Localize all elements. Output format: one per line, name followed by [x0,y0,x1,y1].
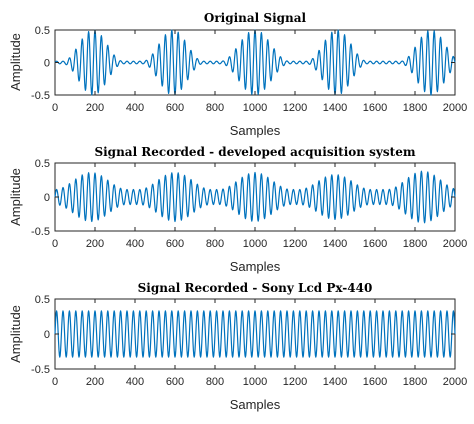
chart-sony-recorder-ylabel: Amplitude [8,305,23,363]
chart-developed-system-x-tick-label: 1200 [283,238,307,250]
chart-sony-recorder-x-tick-label: 1600 [363,376,387,388]
chart-sony-recorder-x-tick-label: 1400 [323,376,347,388]
chart-developed-system-x-tick-label: 1400 [323,238,347,250]
chart-original-signal-x-tick-label: 200 [86,102,104,114]
chart-developed-system-x-tick-label: 1800 [403,238,427,250]
chart-sony-recorder-y-tick-label: 0 [44,329,50,341]
chart-developed-system-y-tick-label: 0 [44,192,50,204]
chart-sony-recorder-axes-frame [54,298,456,370]
chart-sony-recorder-xlabel: Samples [230,397,281,412]
chart-original-signal-title: Original Signal [204,11,307,25]
chart-developed-system: 0 200 400 600 800 1000 1200 1400 1600 1800 2000 -0.… [8,145,467,274]
chart-sony-recorder-y-tick-label: 0.5 [35,294,50,306]
chart-sony-recorder-x-tick-label: 1200 [283,376,307,388]
chart-original-signal-x-tick-label: 2000 [443,102,467,114]
chart-sony-recorder-series-line [54,310,456,358]
chart-developed-system-y-tick-label: -0.5 [31,226,50,238]
chart-developed-system-x-tick-label: 400 [126,238,144,250]
chart-developed-system-series-line [54,170,456,224]
chart-original-signal-x-tick-label: 800 [206,102,224,114]
chart-original-signal-x-tick-label: 400 [126,102,144,114]
chart-developed-system-ylabel: Amplitude [8,168,23,226]
chart-original-signal-x-tick-label: 1800 [403,102,427,114]
chart-sony-recorder: 0 200 400 600 800 1000 1200 1400 1600 1800 2000 -0.… [8,281,467,412]
chart-sony-recorder-x-tick-label: 2000 [443,376,467,388]
chart-developed-system-x-tick-label: 2000 [443,238,467,250]
chart-original-signal-ylabel: Amplitude [8,33,23,91]
chart-original-signal-x-tick-label: 1400 [323,102,347,114]
chart-developed-system-x-tick-label: 1000 [243,238,267,250]
chart-sony-recorder-title: Signal Recorded - Sony Lcd Px-440 [138,281,373,295]
chart-original-signal-x-tick-label: 1000 [243,102,267,114]
chart-developed-system-y-tick-label: 0.5 [35,158,50,170]
chart-original-signal-x-tick-label: 0 [52,102,58,114]
chart-sony-recorder-x-tick-label: 600 [166,376,184,388]
chart-sony-recorder-x-tick-label: 1000 [243,376,267,388]
chart-developed-system-xlabel: Samples [230,259,281,274]
chart-original-signal: 0 200 400 600 800 1000 1200 1400 1600 1800 2000 -0.… [8,11,467,138]
chart-developed-system-x-tick-label: 1600 [363,238,387,250]
chart-sony-recorder-x-tick-label: 0 [52,376,58,388]
chart-original-signal-x-tick-label: 1600 [363,102,387,114]
chart-developed-system-x-tick-label: 600 [166,238,184,250]
chart-developed-system-x-tick-label: 800 [206,238,224,250]
chart-original-signal-xlabel: Samples [230,123,281,138]
chart-developed-system-x-tick-label: 0 [52,238,58,250]
chart-developed-system-x-tick-label: 200 [86,238,104,250]
chart-developed-system-title: Signal Recorded - developed acquisition … [94,145,415,159]
chart-sony-recorder-x-tick-label: 400 [126,376,144,388]
chart-original-signal-axes-frame [54,29,456,96]
chart-original-signal-y-tick-label: -0.5 [31,90,50,102]
chart-original-signal-x-tick-label: 600 [166,102,184,114]
chart-sony-recorder-y-tick-label: -0.5 [31,364,50,376]
chart-original-signal-y-tick-label: 0 [44,58,50,70]
chart-original-signal-x-tick-label: 1200 [283,102,307,114]
chart-sony-recorder-x-tick-label: 1800 [403,376,427,388]
chart-original-signal-y-tick-label: 0.5 [35,25,50,37]
chart-sony-recorder-x-tick-label: 800 [206,376,224,388]
chart-sony-recorder-x-tick-label: 200 [86,376,104,388]
